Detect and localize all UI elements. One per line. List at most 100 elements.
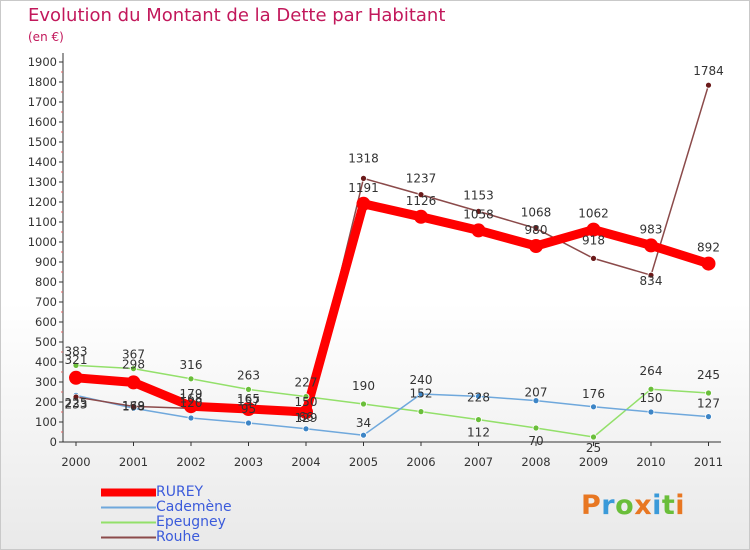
legend-item-epeugney: Epeugney — [101, 515, 232, 530]
data-point-cademène — [417, 390, 425, 398]
data-point-epeugney — [705, 389, 712, 397]
data-point-rouhe — [590, 254, 597, 262]
data-point-cademène — [360, 431, 367, 439]
data-point-rurey — [471, 223, 486, 238]
data-label-epeugney: 264 — [640, 364, 663, 378]
data-label-cademène: 233 — [65, 397, 88, 411]
x-tick-label: 2003 — [234, 455, 263, 469]
y-tick-label: 700 — [35, 295, 57, 309]
logo-letter: o — [615, 490, 635, 521]
data-label-rouhe: 918 — [582, 233, 605, 247]
data-label-rouhe: 1153 — [463, 188, 494, 202]
data-label-rurey: 1126 — [406, 194, 437, 208]
data-point-rouhe — [532, 224, 540, 232]
data-label-epeugney: 25 — [586, 441, 601, 455]
data-label-rouhe: 1068 — [521, 205, 552, 219]
data-label-cademène: 120 — [180, 396, 203, 410]
y-tick-label: 1100 — [28, 215, 57, 229]
legend-item-cademene: Cademène — [101, 500, 232, 515]
data-point-epeugney — [417, 408, 425, 416]
data-label-rurey: 321 — [65, 353, 88, 367]
legend-label-epeugney: Epeugney — [156, 514, 226, 530]
data-label-epeugney: 227 — [295, 376, 318, 390]
logo-letter: t — [661, 490, 676, 521]
data-label-rouhe: 178 — [122, 399, 145, 413]
data-label-epeugney: 152 — [410, 387, 433, 401]
chart-title: Evolution du Montant de la Dette par Hab… — [28, 5, 446, 26]
logo-letter: r — [601, 490, 616, 521]
x-tick-label: 2008 — [521, 455, 550, 469]
data-point-cademène — [187, 414, 195, 422]
data-point-epeugney — [187, 375, 195, 383]
data-point-rurey — [241, 402, 256, 416]
series-line-epeugney — [75, 364, 710, 438]
x-tick-label: 2006 — [406, 455, 435, 469]
x-tick-label: 2001 — [119, 455, 148, 469]
data-point-cademène — [705, 413, 712, 421]
data-label-cademène: 207 — [525, 386, 548, 400]
legend-item-rurey: RUREY — [101, 485, 232, 500]
legend-item-rouhe: Rouhe — [101, 530, 232, 545]
y-tick-label: 1900 — [28, 55, 57, 69]
y-tick-label: 1800 — [28, 75, 57, 89]
data-label-rurey: 298 — [122, 357, 145, 371]
data-label-rouhe: 168 — [180, 391, 203, 405]
data-point-epeugney — [130, 365, 137, 373]
data-label-rurey: 165 — [237, 392, 260, 406]
series-line-rurey — [71, 199, 713, 417]
data-label-cademène: 127 — [697, 397, 720, 411]
data-point-epeugney — [302, 393, 310, 401]
data-label-epeugney: 112 — [467, 426, 490, 440]
data-label-cademène: 169 — [122, 399, 145, 413]
data-point-rouhe — [647, 271, 655, 279]
data-label-rouhe: 1784 — [693, 64, 724, 78]
y-tick-label: 0 — [50, 435, 57, 449]
data-point-epeugney — [532, 424, 540, 432]
y-tick-label: 1500 — [28, 135, 57, 149]
data-point-rurey — [126, 375, 141, 390]
logo-letter: x — [634, 490, 653, 521]
x-tick-label: 2002 — [176, 455, 205, 469]
data-label-rurey: 983 — [640, 222, 663, 236]
y-tick-label: 100 — [35, 415, 57, 429]
data-label-rurey: 980 — [525, 223, 548, 237]
series-line-cademène — [75, 393, 710, 436]
data-label-epeugney: 383 — [65, 344, 88, 358]
data-label-cademène: 150 — [640, 391, 663, 405]
data-point-cademène — [302, 425, 310, 433]
data-label-rouhe: 834 — [640, 274, 663, 288]
data-point-rurey — [414, 209, 428, 224]
data-label-cademène: 176 — [582, 387, 605, 401]
data-point-rurey — [644, 238, 658, 253]
chart-legend: RUREY Cademène Epeugney Rouhe — [101, 485, 232, 545]
x-tick-label: 2004 — [291, 455, 320, 469]
data-label-rurey: 1058 — [463, 207, 494, 221]
data-point-cademène — [245, 419, 252, 427]
data-label-epeugney: 245 — [697, 368, 720, 382]
data-label-rouhe: 1318 — [348, 151, 379, 165]
y-tick-label: 1600 — [28, 115, 57, 129]
y-tick-label: 400 — [35, 355, 57, 369]
legend-label-rurey: RUREY — [156, 484, 204, 500]
data-label-rouhe: 225 — [65, 396, 88, 410]
data-point-rouhe — [475, 207, 482, 215]
data-point-rurey — [356, 196, 371, 211]
data-label-cademène: 66 — [298, 410, 313, 424]
series-line-rouhe — [75, 84, 710, 417]
data-label-rouhe: 1237 — [406, 172, 437, 186]
x-tick-label: 2010 — [636, 455, 665, 469]
data-label-rurey: 150 — [295, 395, 318, 409]
data-label-cademène: 34 — [356, 416, 371, 430]
data-point-rouhe — [72, 393, 80, 401]
x-tick-label: 2009 — [579, 455, 608, 469]
data-point-rurey — [529, 239, 543, 253]
data-point-rurey — [184, 399, 198, 414]
data-point-epeugney — [590, 433, 597, 441]
data-point-epeugney — [647, 385, 655, 393]
x-tick-label: 2011 — [694, 455, 723, 469]
x-tick-label: 2000 — [61, 455, 90, 469]
x-tick-label: 2005 — [349, 455, 378, 469]
data-point-rouhe — [417, 191, 425, 199]
